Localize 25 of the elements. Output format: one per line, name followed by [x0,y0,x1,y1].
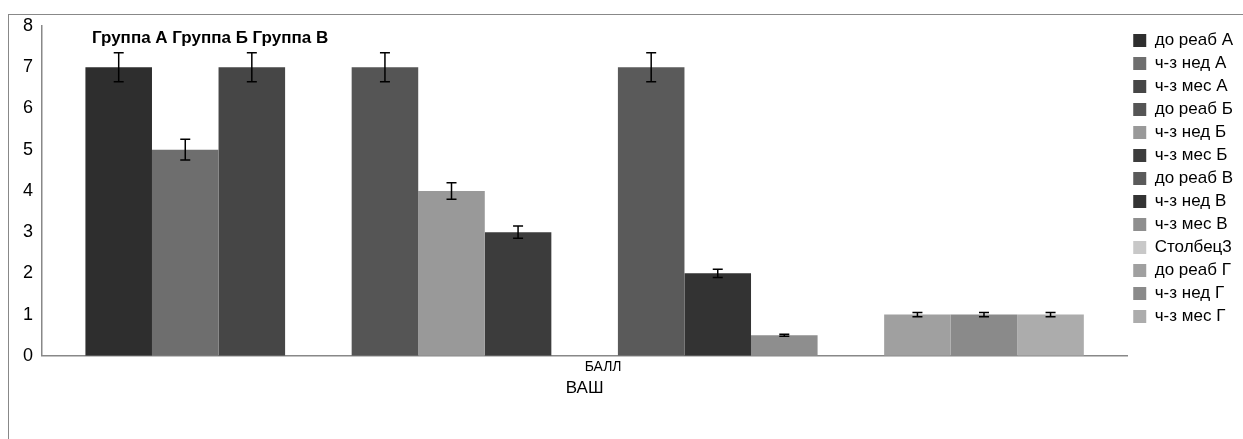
annotation: Группа А Группа Б Группа В [92,28,329,48]
legend-label: ч-з мес В [1154,214,1228,234]
y-tick-label: 7 [23,56,34,77]
legend-label: ч-з нед В [1154,191,1227,211]
y-tick-label: 4 [23,179,34,200]
x-axis-title: ВАШ [565,378,604,398]
y-tick-label: 3 [23,221,34,242]
legend-label: ч-з нед Б [1154,122,1227,142]
y-tick-label: 2 [23,262,34,283]
y-tick-label: 5 [23,138,34,159]
legend-label: ч-з мес А [1154,76,1229,96]
legend-label: ч-з нед А [1154,53,1227,73]
x-tick-label: БАЛЛ [584,358,622,375]
legend-label: Столбец3 [1154,237,1232,257]
legend-label: ч-з нед Г [1154,283,1225,303]
y-tick-label: 1 [23,303,34,324]
legend-label: ч-з мес Б [1154,145,1228,165]
legend-label: до реаб А [1154,30,1234,50]
legend-label: до реаб В [1154,168,1234,188]
legend-label: до реаб Г [1154,260,1231,280]
y-tick-label: 8 [23,14,34,35]
y-tick-label: 0 [23,344,34,365]
y-tick-label: 6 [23,97,34,118]
legend-label: ч-з мес Г [1154,306,1226,326]
legend-label: до реаб Б [1154,99,1233,119]
